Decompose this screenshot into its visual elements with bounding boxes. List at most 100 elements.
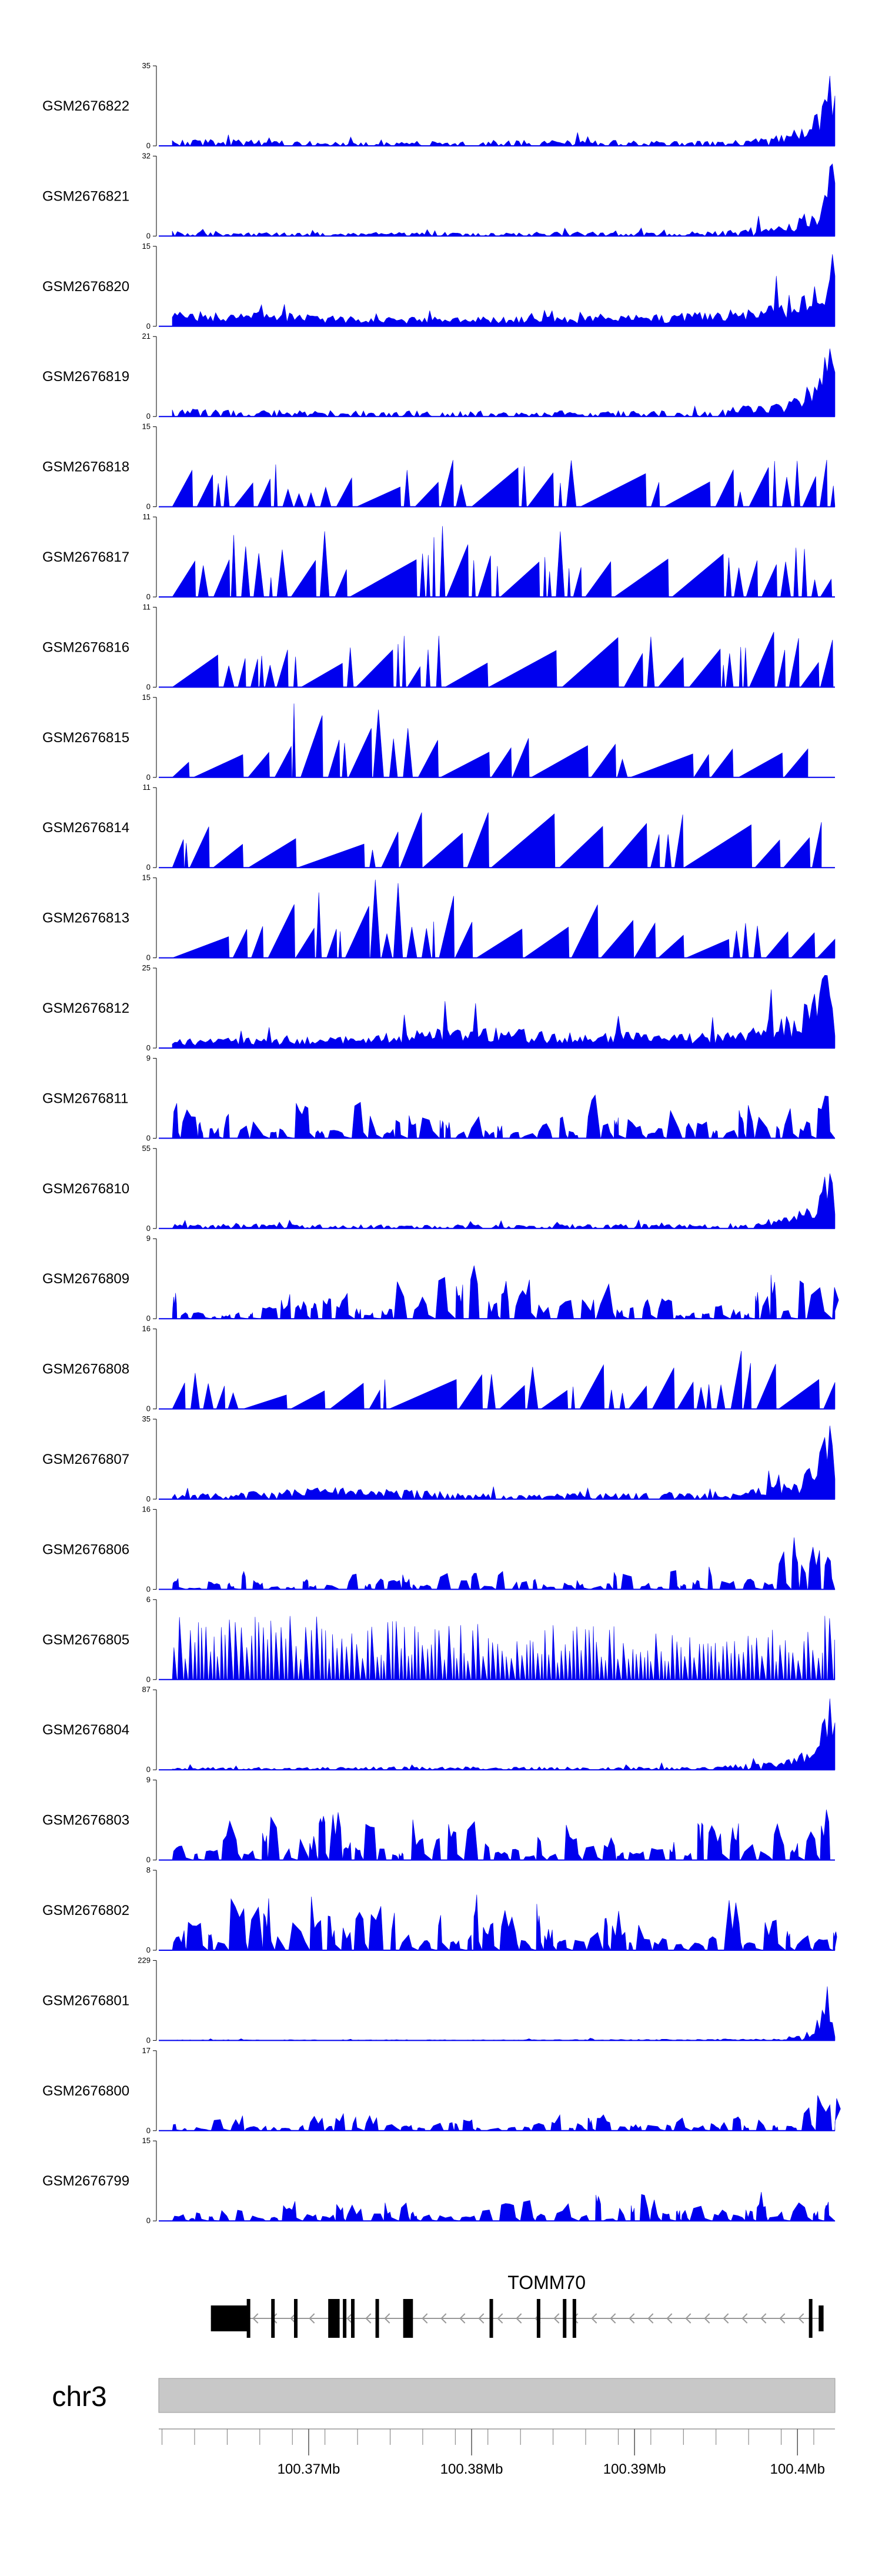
strand-arrow (422, 2313, 428, 2324)
y-tick-min: 0 (146, 863, 151, 872)
track-label: GSM2676811 (42, 1090, 128, 1106)
coverage-tracks: GSM2676822350GSM2676821320GSM2676820150G… (42, 61, 841, 2225)
y-tick-max: 6 (146, 1595, 151, 1604)
strand-arrow (760, 2313, 767, 2324)
y-tick-max: 9 (146, 1776, 151, 1784)
strand-arrow (365, 2313, 372, 2324)
y-tick-min: 0 (146, 2036, 151, 2044)
track-GSM2676812: GSM2676812 25 0 (42, 963, 836, 1052)
y-tick-min: 0 (146, 953, 151, 962)
track-GSM2676810: GSM2676810 55 0 (42, 1144, 836, 1233)
strand-arrow (309, 2313, 315, 2324)
axis-tick-label: 100.39Mb (603, 2461, 666, 2477)
track-label: GSM2676800 (42, 2083, 129, 2099)
strand-arrow (591, 2313, 597, 2324)
track-GSM2676811: GSM2676811 9 0 (42, 1053, 836, 1142)
y-tick-max: 15 (142, 873, 151, 882)
strand-arrow (497, 2313, 503, 2324)
track-GSM2676804: GSM2676804 87 0 (42, 1685, 836, 1774)
strand-arrow (516, 2313, 522, 2324)
y-tick-min: 0 (146, 2216, 151, 2225)
coverage-area (172, 1894, 837, 1951)
y-tick-min: 0 (146, 231, 151, 240)
coverage-area (172, 348, 836, 418)
y-tick-max: 55 (142, 1144, 151, 1153)
y-tick-min: 0 (146, 1856, 151, 1864)
coverage-area (172, 1699, 836, 1770)
coverage-area (172, 254, 836, 327)
y-tick-min: 0 (146, 1133, 151, 1142)
gene-exon (563, 2299, 567, 2338)
coverage-area (172, 526, 835, 598)
strand-arrow (666, 2313, 673, 2324)
track-label: GSM2676802 (42, 1903, 129, 1918)
y-tick-max: 87 (142, 1685, 151, 1694)
y-tick-max: 17 (142, 2046, 151, 2055)
axis-ticks: 100.37Mb 100.38Mb 100.39Mb 100.4Mb (162, 2429, 825, 2477)
y-tick-min: 0 (146, 2126, 151, 2135)
coverage-area (172, 812, 822, 868)
strand-arrow (346, 2313, 353, 2324)
track-label: GSM2676808 (42, 1362, 129, 1377)
y-tick-max: 16 (142, 1504, 151, 1513)
strand-arrow (647, 2313, 654, 2324)
y-tick-max: 8 (146, 1866, 151, 1874)
coverage-area (172, 1537, 836, 1590)
strand-arrow (459, 2313, 466, 2324)
y-tick-max: 15 (142, 693, 151, 702)
gene-exon (375, 2299, 379, 2338)
track-label: GSM2676812 (42, 1000, 129, 1016)
coverage-area (172, 1425, 836, 1500)
strand-arrow (384, 2313, 390, 2324)
coverage-area (172, 75, 836, 147)
y-tick-min: 0 (146, 1946, 151, 1954)
y-tick-max: 11 (143, 783, 151, 792)
track-GSM2676819: GSM2676819 21 0 (42, 332, 836, 421)
gene-label: TOMM70 (507, 2272, 586, 2293)
y-tick-max: 15 (142, 422, 151, 431)
track-label: GSM2676807 (42, 1451, 129, 1467)
coverage-area (172, 163, 836, 237)
track-GSM2676803: GSM2676803 9 0 (42, 1776, 835, 1864)
y-tick-max: 9 (146, 1053, 151, 1062)
coverage-area (172, 1094, 836, 1139)
track-GSM2676799: GSM2676799 15 0 (42, 2136, 836, 2225)
y-tick-min: 0 (146, 592, 151, 601)
coverage-area (172, 2095, 841, 2131)
track-GSM2676820: GSM2676820 15 0 (42, 242, 836, 331)
coverage-area (172, 879, 836, 958)
gene-exon (489, 2299, 493, 2338)
y-tick-max: 15 (142, 2136, 151, 2145)
gene-exon (403, 2299, 413, 2338)
gene-track: TOMM70 (211, 2272, 824, 2338)
track-GSM2676814: GSM2676814 11 0 (42, 783, 835, 872)
track-label: GSM2676805 (42, 1632, 129, 1648)
coverage-area (172, 975, 836, 1049)
gene-exon (246, 2299, 250, 2338)
track-label: GSM2676819 (42, 369, 129, 385)
coverage-area (172, 1265, 839, 1320)
y-tick-max: 15 (142, 242, 151, 251)
genome-axis: chr3 100.37Mb 100.38Mb 100.39Mb 100.4Mb (52, 2378, 836, 2477)
track-GSM2676822: GSM2676822 35 0 (42, 61, 836, 150)
y-tick-min: 0 (146, 412, 151, 421)
y-tick-max: 11 (143, 602, 151, 611)
track-label: GSM2676820 (42, 279, 129, 295)
track-label: GSM2676810 (42, 1181, 129, 1197)
track-GSM2676801: GSM2676801 229 0 (42, 1956, 836, 2044)
track-label: GSM2676806 (42, 1541, 129, 1557)
y-tick-max: 16 (142, 1324, 151, 1333)
track-label: GSM2676799 (42, 2173, 129, 2189)
axis-tick-label: 100.4Mb (770, 2461, 825, 2477)
y-tick-max: 229 (138, 1956, 151, 1964)
track-label: GSM2676803 (42, 1813, 129, 1828)
gene-exon (343, 2299, 347, 2338)
y-tick-min: 0 (146, 1765, 151, 1774)
y-tick-max: 35 (142, 1414, 151, 1423)
track-GSM2676806: GSM2676806 16 0 (42, 1504, 836, 1593)
track-label: GSM2676815 (42, 730, 129, 746)
chromosome-label: chr3 (52, 2381, 106, 2413)
y-tick-min: 0 (146, 1494, 151, 1503)
track-GSM2676809: GSM2676809 9 0 (42, 1234, 839, 1323)
